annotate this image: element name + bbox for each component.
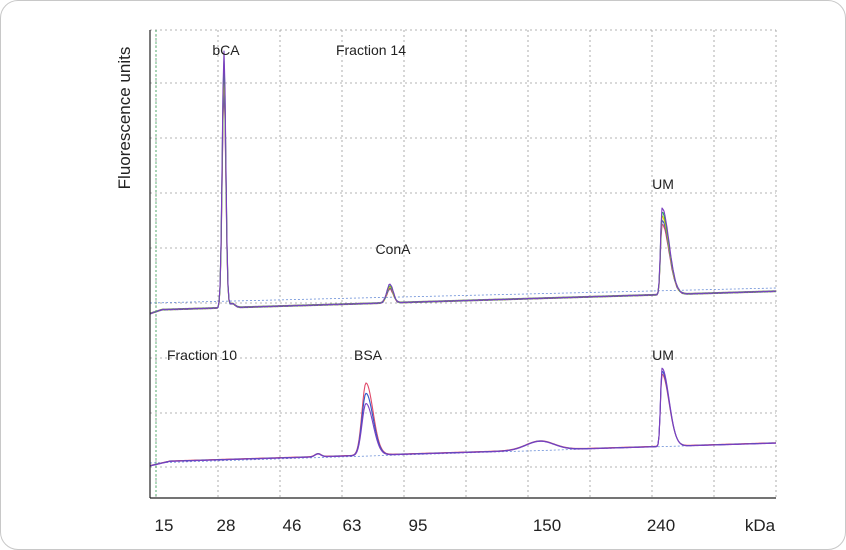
trace-fraction-10 bbox=[149, 367, 777, 467]
x-unit-label: kDa bbox=[745, 516, 776, 535]
x-tick-label: 240 bbox=[647, 516, 675, 535]
x-tick-label: 95 bbox=[409, 516, 428, 535]
peak-label-um-bottom: UM bbox=[652, 347, 674, 363]
grid bbox=[150, 29, 777, 499]
baseline bbox=[149, 287, 777, 304]
x-tick-label: 150 bbox=[533, 516, 561, 535]
x-tick-label: 46 bbox=[283, 516, 302, 535]
trace-fraction-14 bbox=[149, 60, 777, 315]
peak-label-bsa: BSA bbox=[354, 347, 383, 363]
trace-fraction-14 bbox=[149, 88, 777, 314]
baselines bbox=[149, 287, 777, 464]
x-tick-label: 63 bbox=[343, 516, 362, 535]
x-tick-label: 15 bbox=[155, 516, 174, 535]
panel-label-fraction-14: Fraction 14 bbox=[336, 42, 406, 58]
trace-fraction-14 bbox=[149, 78, 777, 315]
trace-fraction-14 bbox=[149, 70, 777, 315]
peak-label-um-top: UM bbox=[652, 176, 674, 192]
trace-fraction-14 bbox=[149, 50, 777, 315]
peak-label-cona: ConA bbox=[375, 241, 411, 257]
x-tick-label: 28 bbox=[217, 516, 236, 535]
y-axis-label: Fluorescence units bbox=[115, 47, 134, 190]
peak-label-bca: bCA bbox=[212, 42, 240, 58]
panel-label-fraction-10: Fraction 10 bbox=[167, 347, 237, 363]
traces bbox=[149, 50, 777, 467]
trace-fraction-10 bbox=[149, 373, 777, 467]
